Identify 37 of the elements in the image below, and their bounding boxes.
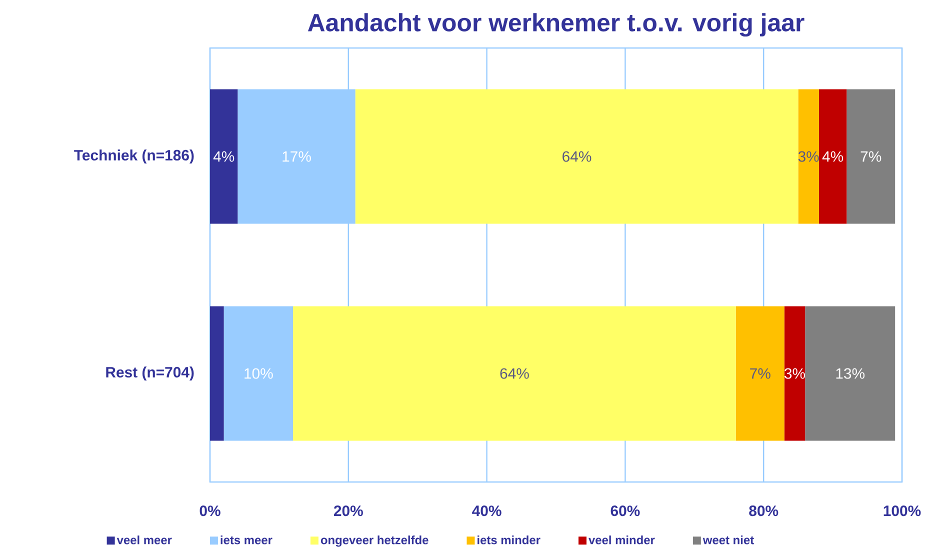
bar xyxy=(355,89,798,224)
data-label: 13% xyxy=(836,368,865,379)
legend-label: ongeveer hetzelfde xyxy=(320,536,428,547)
legend-label: veel meer xyxy=(116,536,172,544)
bar xyxy=(210,89,238,224)
bar xyxy=(846,89,896,224)
y-tick-label: Techniek (n=186) xyxy=(74,150,194,164)
data-label: 7% xyxy=(860,151,882,162)
bar xyxy=(224,306,294,441)
data-label: 64% xyxy=(562,151,592,162)
legend-label: weet niet xyxy=(702,536,754,544)
x-tick-label: 60% xyxy=(610,506,640,516)
data-label: 64% xyxy=(500,368,529,379)
data-label: 10% xyxy=(244,368,273,379)
legend-label: veel minder xyxy=(588,536,655,544)
bar xyxy=(798,89,819,224)
legend-label: iets meer xyxy=(220,536,272,544)
bar xyxy=(805,306,896,441)
bar xyxy=(736,306,784,441)
bar xyxy=(293,306,736,441)
data-label: 4% xyxy=(213,151,234,162)
y-tick-label: Rest (n=704) xyxy=(106,366,194,380)
bar xyxy=(784,306,806,441)
data-label: 17% xyxy=(282,151,311,162)
bar xyxy=(818,89,847,224)
chart-title: Aandacht voor werknemer t.o.v. vorig jaar xyxy=(308,13,804,37)
legend-label: iets minder xyxy=(478,536,540,544)
data-label: 7% xyxy=(750,368,770,379)
x-tick-label: 100% xyxy=(884,506,921,516)
data-label: 4% xyxy=(822,151,844,162)
x-tick-label: 20% xyxy=(334,506,363,516)
x-tick-label: 40% xyxy=(472,506,502,516)
x-tick-label: 0% xyxy=(200,506,220,516)
data-label: 3% xyxy=(784,368,806,379)
bar xyxy=(210,306,224,441)
bar xyxy=(238,89,356,224)
x-tick-label: 80% xyxy=(749,506,778,516)
